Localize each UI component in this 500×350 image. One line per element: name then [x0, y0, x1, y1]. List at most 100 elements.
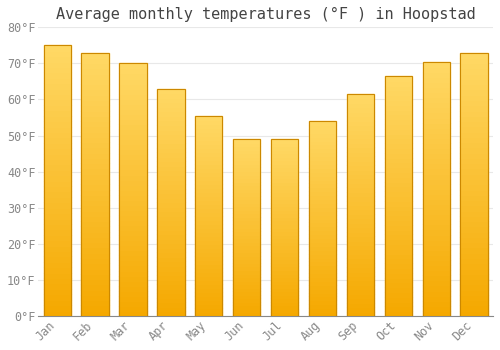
- Bar: [422, 224, 450, 230]
- Bar: [195, 224, 222, 228]
- Bar: [460, 68, 487, 74]
- Bar: [309, 172, 336, 176]
- Bar: [422, 199, 450, 204]
- Bar: [233, 160, 260, 164]
- Bar: [347, 307, 374, 312]
- Bar: [120, 271, 146, 275]
- Bar: [271, 157, 298, 160]
- Bar: [422, 194, 450, 199]
- Bar: [271, 234, 298, 238]
- Bar: [82, 111, 108, 116]
- Bar: [309, 254, 336, 258]
- Bar: [422, 240, 450, 245]
- Bar: [120, 195, 146, 200]
- Bar: [271, 263, 298, 266]
- Bar: [44, 110, 71, 116]
- Bar: [233, 143, 260, 146]
- Bar: [384, 76, 412, 316]
- Bar: [82, 126, 108, 132]
- Bar: [157, 180, 184, 184]
- Bar: [82, 221, 108, 226]
- Bar: [309, 133, 336, 137]
- Bar: [347, 103, 374, 107]
- Bar: [422, 311, 450, 316]
- Bar: [233, 196, 260, 199]
- Bar: [233, 259, 260, 263]
- Bar: [271, 139, 298, 143]
- Bar: [157, 89, 184, 316]
- Bar: [195, 212, 222, 216]
- Bar: [157, 198, 184, 202]
- Bar: [460, 137, 487, 142]
- Bar: [82, 52, 108, 58]
- Bar: [120, 134, 146, 139]
- Bar: [271, 224, 298, 228]
- Bar: [384, 114, 412, 119]
- Bar: [384, 196, 412, 201]
- Bar: [347, 165, 374, 169]
- Bar: [384, 201, 412, 205]
- Bar: [271, 199, 298, 203]
- Bar: [460, 126, 487, 132]
- Bar: [120, 180, 146, 184]
- Bar: [384, 230, 412, 235]
- Bar: [309, 296, 336, 300]
- Bar: [347, 201, 374, 205]
- Bar: [309, 246, 336, 250]
- Bar: [233, 302, 260, 305]
- Bar: [309, 269, 336, 273]
- Bar: [44, 94, 71, 99]
- Bar: [44, 294, 71, 300]
- Bar: [309, 304, 336, 308]
- Bar: [120, 74, 146, 78]
- Bar: [347, 298, 374, 303]
- Bar: [157, 139, 184, 143]
- Bar: [271, 214, 298, 217]
- Bar: [422, 270, 450, 275]
- Bar: [120, 63, 146, 69]
- Bar: [233, 270, 260, 274]
- Bar: [44, 300, 71, 305]
- Bar: [195, 268, 222, 272]
- Bar: [44, 51, 71, 56]
- Bar: [422, 286, 450, 290]
- Bar: [120, 129, 146, 134]
- Bar: [347, 254, 374, 258]
- Bar: [422, 260, 450, 265]
- Bar: [347, 143, 374, 147]
- Bar: [120, 139, 146, 144]
- Bar: [347, 272, 374, 276]
- Bar: [82, 68, 108, 74]
- Bar: [195, 292, 222, 296]
- Bar: [44, 186, 71, 191]
- Bar: [347, 139, 374, 143]
- Bar: [44, 83, 71, 89]
- Bar: [460, 52, 487, 58]
- Bar: [44, 159, 71, 164]
- Bar: [460, 79, 487, 84]
- Bar: [157, 184, 184, 189]
- Bar: [384, 244, 412, 249]
- Bar: [384, 234, 412, 239]
- Bar: [82, 90, 108, 95]
- Bar: [347, 94, 374, 316]
- Bar: [233, 185, 260, 189]
- Bar: [422, 306, 450, 311]
- Bar: [44, 143, 71, 148]
- Bar: [82, 147, 108, 153]
- Bar: [309, 183, 336, 187]
- Bar: [347, 187, 374, 192]
- Bar: [384, 124, 412, 129]
- Bar: [347, 263, 374, 267]
- Bar: [82, 211, 108, 216]
- Bar: [195, 116, 222, 316]
- Bar: [44, 121, 71, 127]
- Bar: [271, 284, 298, 288]
- Bar: [157, 230, 184, 234]
- Bar: [347, 161, 374, 165]
- Bar: [384, 278, 412, 282]
- Bar: [233, 189, 260, 192]
- Bar: [82, 158, 108, 163]
- Bar: [157, 111, 184, 116]
- Bar: [384, 220, 412, 225]
